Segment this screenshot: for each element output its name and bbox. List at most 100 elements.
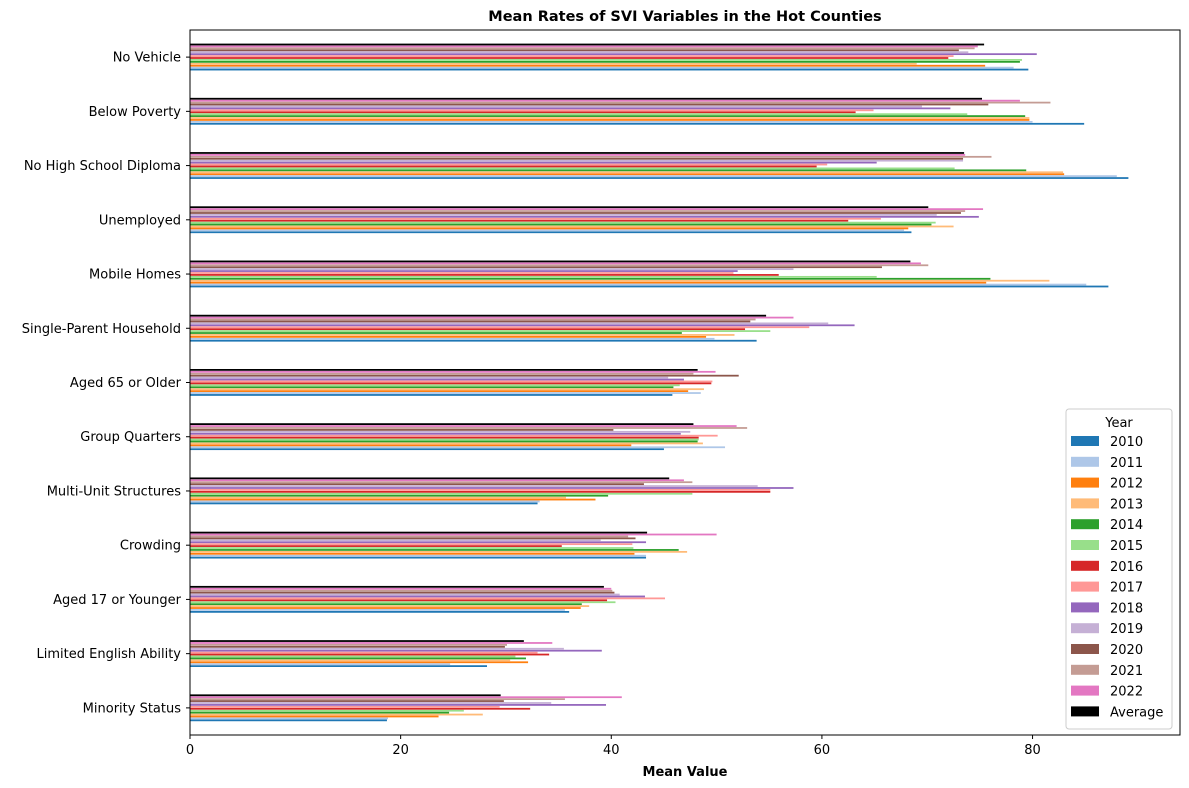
bar bbox=[190, 392, 701, 394]
bar bbox=[190, 60, 1020, 63]
bar bbox=[190, 64, 986, 67]
bar bbox=[190, 490, 771, 493]
bar bbox=[190, 717, 388, 720]
bar bbox=[190, 483, 644, 486]
legend-label: 2014 bbox=[1110, 518, 1143, 533]
bar bbox=[190, 68, 1029, 71]
y-tick-label: Multi-Unit Structures bbox=[47, 484, 182, 499]
bar bbox=[190, 438, 699, 441]
bar bbox=[190, 277, 991, 280]
x-tick-label: 60 bbox=[814, 743, 831, 758]
bar bbox=[190, 390, 689, 392]
legend-title: Year bbox=[1104, 416, 1133, 431]
bar bbox=[190, 715, 439, 718]
bar bbox=[190, 645, 505, 648]
bar bbox=[190, 386, 674, 389]
bar bbox=[190, 227, 909, 230]
bar bbox=[190, 167, 955, 170]
x-tick-label: 80 bbox=[1024, 743, 1041, 758]
bar bbox=[190, 374, 739, 377]
bar bbox=[190, 661, 529, 664]
legend-label: 2022 bbox=[1110, 685, 1143, 700]
bar bbox=[190, 262, 921, 265]
bar bbox=[190, 55, 954, 57]
y-tick-labels: No Vehicle Below Poverty No High School Di… bbox=[22, 51, 190, 716]
legend-label: 2011 bbox=[1110, 456, 1143, 471]
bar bbox=[190, 157, 964, 160]
legend-swatch bbox=[1071, 560, 1099, 571]
bar bbox=[190, 314, 767, 317]
bar bbox=[190, 642, 553, 644]
bar bbox=[190, 429, 614, 431]
bar bbox=[190, 62, 917, 65]
bar bbox=[190, 556, 647, 559]
legend-swatch bbox=[1071, 519, 1099, 530]
bar bbox=[190, 260, 911, 263]
plot-frame bbox=[189, 29, 1181, 736]
bar bbox=[190, 376, 669, 379]
legend-swatch bbox=[1071, 623, 1099, 634]
legend-swatch bbox=[1071, 706, 1099, 717]
bar bbox=[190, 533, 717, 536]
bar bbox=[190, 103, 989, 106]
bar bbox=[190, 502, 538, 505]
y-tick-label: Limited English Ability bbox=[37, 647, 182, 662]
bar bbox=[190, 430, 691, 433]
bar bbox=[190, 212, 961, 214]
bar bbox=[190, 595, 645, 598]
bar bbox=[190, 326, 810, 329]
bar bbox=[190, 49, 959, 52]
bar bbox=[190, 427, 748, 429]
bar bbox=[190, 51, 969, 54]
bar bbox=[190, 219, 849, 222]
bar bbox=[190, 498, 596, 501]
bar bbox=[190, 264, 929, 267]
legend-label: 2017 bbox=[1110, 581, 1143, 596]
bar bbox=[190, 440, 698, 443]
bar bbox=[190, 663, 451, 666]
bar bbox=[190, 45, 978, 48]
bar bbox=[190, 554, 647, 557]
bar bbox=[190, 47, 975, 50]
bar bbox=[190, 651, 538, 654]
y-tick-label: Aged 65 or Older bbox=[70, 376, 182, 391]
legend-label: 2013 bbox=[1110, 497, 1143, 512]
bar bbox=[190, 57, 949, 59]
bar bbox=[190, 369, 698, 371]
bar bbox=[190, 372, 694, 375]
bar bbox=[190, 173, 1065, 176]
bar bbox=[190, 531, 648, 534]
bar bbox=[190, 275, 877, 278]
y-tick-label: No Vehicle bbox=[113, 51, 181, 66]
bar bbox=[190, 316, 794, 319]
bar bbox=[190, 225, 954, 228]
bar bbox=[190, 99, 1020, 102]
bar bbox=[190, 539, 601, 542]
bar bbox=[190, 113, 968, 116]
bar bbox=[190, 585, 604, 588]
legend-label: 2015 bbox=[1110, 539, 1143, 554]
bar bbox=[190, 161, 877, 164]
bar bbox=[190, 380, 713, 383]
y-tick-label: Minority Status bbox=[83, 701, 182, 716]
bar bbox=[190, 607, 581, 609]
bar bbox=[190, 665, 487, 667]
legend: Year 20102011201220132014201520162017201… bbox=[1065, 408, 1173, 730]
bar bbox=[190, 324, 855, 327]
bar bbox=[190, 535, 629, 538]
bar bbox=[190, 432, 681, 435]
bar bbox=[190, 122, 1085, 125]
bar bbox=[190, 657, 526, 660]
bar bbox=[190, 163, 828, 166]
legend-swatch bbox=[1071, 436, 1099, 446]
bar bbox=[190, 215, 979, 218]
legend-swatch bbox=[1071, 602, 1099, 613]
legend-label: 2016 bbox=[1110, 560, 1143, 575]
bar bbox=[190, 707, 531, 710]
bar bbox=[190, 653, 550, 656]
bar bbox=[190, 270, 738, 272]
bar bbox=[190, 221, 936, 224]
bar bbox=[190, 593, 620, 596]
x-tick-label: 40 bbox=[603, 743, 620, 758]
